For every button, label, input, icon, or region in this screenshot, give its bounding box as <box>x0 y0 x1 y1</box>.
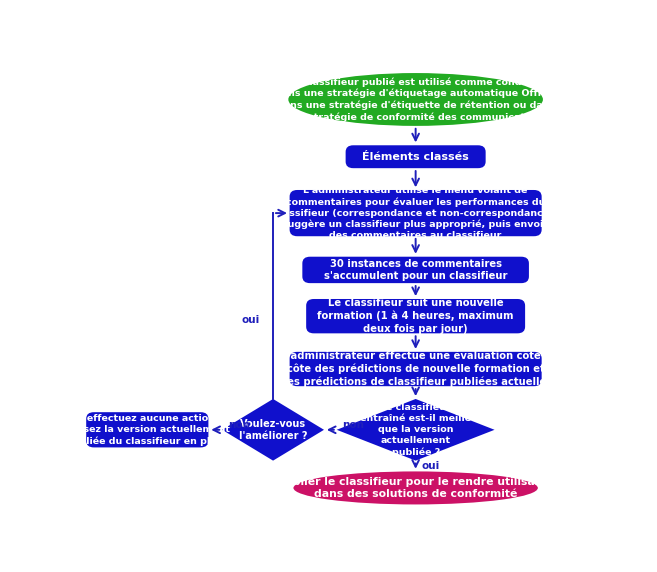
Ellipse shape <box>288 73 543 126</box>
Text: Éléments classés: Éléments classés <box>362 152 469 162</box>
Ellipse shape <box>294 471 538 505</box>
Text: oui: oui <box>422 461 440 471</box>
Text: N'effectuez aucune action,
laissez la version actuellement
publiée du classifieu: N'effectuez aucune action, laissez la ve… <box>65 414 230 446</box>
Text: Un classifieur publié est utilisé comme condition
dans une stratégie d'étiquetag: Un classifieur publié est utilisé comme … <box>275 77 556 122</box>
FancyBboxPatch shape <box>290 190 541 236</box>
Text: 30 instances de commentaires
s'accumulent pour un classifieur: 30 instances de commentaires s'accumulen… <box>324 259 507 281</box>
Text: Le classifieur suit une nouvelle
formation (1 à 4 heures, maximum
deux fois par : Le classifieur suit une nouvelle formati… <box>317 299 514 334</box>
Polygon shape <box>337 399 495 460</box>
FancyBboxPatch shape <box>86 412 208 447</box>
FancyBboxPatch shape <box>302 257 529 283</box>
Text: non: non <box>342 419 365 430</box>
Text: Publier le classifieur pour le rendre utilisable
dans des solutions de conformit: Publier le classifieur pour le rendre ut… <box>277 476 554 499</box>
Text: oui: oui <box>241 315 260 325</box>
Text: Le classifieur
réentraîné est-il meilleur
que la version
actuellement
publiée ?: Le classifieur réentraîné est-il meilleu… <box>349 403 482 457</box>
FancyBboxPatch shape <box>290 352 541 386</box>
Text: non: non <box>228 419 250 430</box>
FancyBboxPatch shape <box>306 299 525 333</box>
FancyBboxPatch shape <box>346 145 486 168</box>
Text: Voulez-vous
l'améliorer ?: Voulez-vous l'améliorer ? <box>238 419 307 441</box>
Polygon shape <box>222 399 324 460</box>
Text: L'administrateur utilise le menu volant de
commentaires pour évaluer les perform: L'administrateur utilise le menu volant … <box>274 186 557 240</box>
Text: L'administrateur effectue une évaluation côte à
côte des prédictions de nouvelle: L'administrateur effectue une évaluation… <box>280 351 552 387</box>
